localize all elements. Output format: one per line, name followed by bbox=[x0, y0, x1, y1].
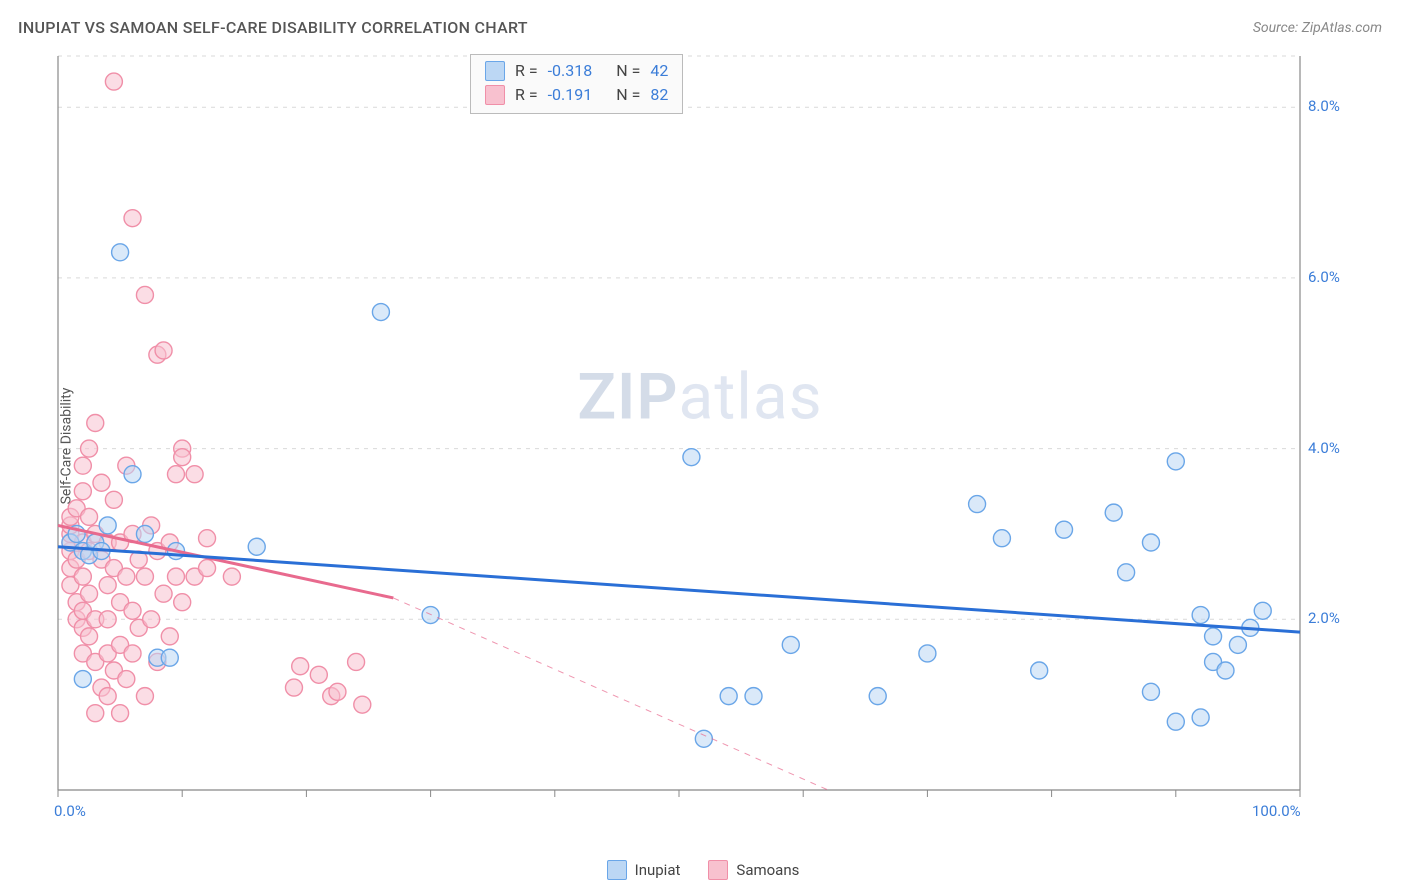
ytick-label: 4.0% bbox=[1308, 439, 1340, 457]
swatch-inupiat-icon bbox=[485, 61, 505, 81]
stats-row-samoans: R = -0.191 N = 82 bbox=[485, 83, 668, 107]
stats-R-samoans: -0.191 bbox=[548, 83, 593, 107]
swatch-samoans-icon bbox=[485, 85, 505, 105]
ytick-label: 6.0% bbox=[1308, 268, 1340, 286]
plot-area: ZIPatlas bbox=[50, 50, 1350, 820]
chart-svg bbox=[50, 50, 1350, 820]
legend-item-samoans: Samoans bbox=[708, 860, 799, 880]
legend-label-samoans: Samoans bbox=[736, 861, 799, 879]
stats-N-samoans: 82 bbox=[650, 83, 668, 107]
stats-row-inupiat: R = -0.318 N = 42 bbox=[485, 59, 668, 83]
swatch-samoans-legend-icon bbox=[708, 860, 728, 880]
chart-title: INUPIAT VS SAMOAN SELF-CARE DISABILITY C… bbox=[18, 18, 528, 37]
legend-label-inupiat: Inupiat bbox=[635, 861, 681, 879]
xtick-label-right: 100.0% bbox=[1252, 802, 1301, 820]
stats-box: R = -0.318 N = 42 R = -0.191 N = 82 bbox=[470, 54, 683, 114]
stats-N-inupiat: 42 bbox=[650, 59, 668, 83]
xtick-label-left: 0.0% bbox=[54, 802, 86, 820]
stats-N-label2: N = bbox=[616, 83, 640, 107]
stats-R-label2: R = bbox=[515, 83, 538, 107]
stats-R-inupiat: -0.318 bbox=[548, 59, 593, 83]
legend-item-inupiat: Inupiat bbox=[607, 860, 681, 880]
source-label: Source: ZipAtlas.com bbox=[1253, 20, 1382, 36]
swatch-inupiat-legend-icon bbox=[607, 860, 627, 880]
ytick-label: 8.0% bbox=[1308, 97, 1340, 115]
stats-R-label: R = bbox=[515, 59, 538, 83]
chart-container: INUPIAT VS SAMOAN SELF-CARE DISABILITY C… bbox=[0, 0, 1406, 892]
legend: Inupiat Samoans bbox=[0, 860, 1406, 880]
stats-N-label: N = bbox=[616, 59, 640, 83]
ytick-label: 2.0% bbox=[1308, 609, 1340, 627]
